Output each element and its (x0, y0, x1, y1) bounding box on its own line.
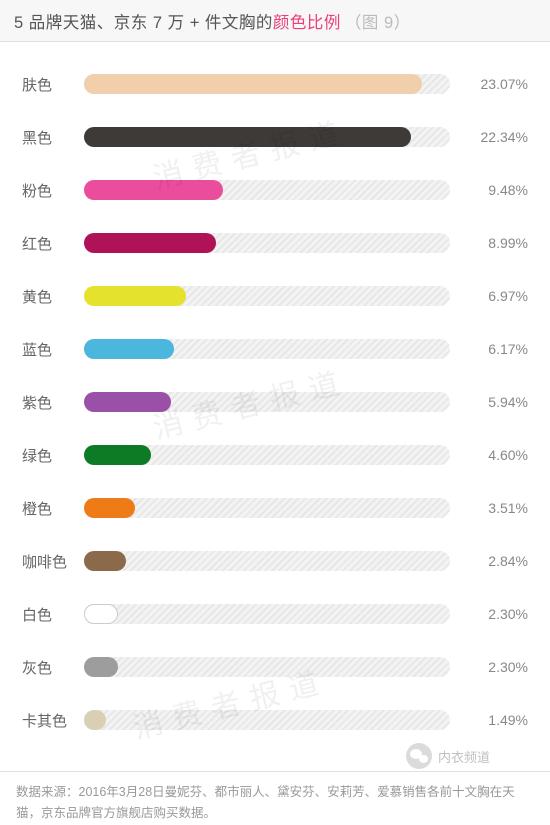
bar-fill (84, 233, 216, 253)
value-label: 23.07% (464, 76, 528, 92)
value-label: 9.48% (464, 182, 528, 198)
value-label: 3.51% (464, 500, 528, 516)
bar-track (84, 74, 450, 94)
bar-fill (84, 392, 171, 412)
title-pre: 5 品牌天猫、京东 7 万 + 件文胸的 (14, 9, 273, 33)
value-label: 2.30% (464, 659, 528, 675)
value-label: 4.60% (464, 447, 528, 463)
bar-row: 白色 2.30% (22, 594, 528, 634)
category-label: 蓝色 (22, 339, 84, 360)
bar-track (84, 445, 450, 465)
bar-fill (84, 604, 118, 624)
category-label: 红色 (22, 233, 84, 254)
category-label: 紫色 (22, 392, 84, 413)
category-label: 黑色 (22, 127, 84, 148)
bar-track (84, 127, 450, 147)
bar-fill (84, 498, 135, 518)
bar-track (84, 339, 450, 359)
category-label: 咖啡色 (22, 551, 84, 572)
bar-track (84, 286, 450, 306)
wechat-badge-text: 内衣频道 (438, 747, 490, 766)
bar-fill (84, 180, 223, 200)
wechat-icon (406, 743, 432, 769)
bar-row: 卡其色 1.49% (22, 700, 528, 740)
bar-track (84, 498, 450, 518)
bar-row: 灰色 2.30% (22, 647, 528, 687)
bar-fill (84, 445, 151, 465)
bar-track (84, 657, 450, 677)
bar-row: 黑色 22.34% (22, 117, 528, 157)
wechat-badge: 内衣频道 (406, 743, 490, 769)
bar-track (84, 180, 450, 200)
bar-fill (84, 657, 118, 677)
bar-fill (84, 127, 411, 147)
bar-track (84, 392, 450, 412)
title-bar: 5 品牌天猫、京东 7 万 + 件文胸的 颜色比例 （图 9） (0, 0, 550, 42)
bar-fill (84, 286, 186, 306)
bar-fill (84, 339, 174, 359)
bar-row: 紫色 5.94% (22, 382, 528, 422)
category-label: 黄色 (22, 286, 84, 307)
value-label: 8.99% (464, 235, 528, 251)
bar-track (84, 551, 450, 571)
bar-row: 粉色 9.48% (22, 170, 528, 210)
title-highlight: 颜色比例 (273, 9, 341, 33)
value-label: 1.49% (464, 712, 528, 728)
bar-fill (84, 74, 422, 94)
category-label: 橙色 (22, 498, 84, 519)
bar-row: 红色 8.99% (22, 223, 528, 263)
category-label: 卡其色 (22, 710, 84, 731)
category-label: 肤色 (22, 74, 84, 95)
bar-fill (84, 710, 106, 730)
bar-track (84, 233, 450, 253)
category-label: 灰色 (22, 657, 84, 678)
bar-row: 咖啡色 2.84% (22, 541, 528, 581)
category-label: 绿色 (22, 445, 84, 466)
value-label: 2.30% (464, 606, 528, 622)
value-label: 22.34% (464, 129, 528, 145)
value-label: 5.94% (464, 394, 528, 410)
bar-row: 蓝色 6.17% (22, 329, 528, 369)
bar-row: 橙色 3.51% (22, 488, 528, 528)
bar-row: 绿色 4.60% (22, 435, 528, 475)
bar-row: 黄色 6.97% (22, 276, 528, 316)
title-suffix: （图 9） (345, 9, 411, 33)
bar-row: 肤色 23.07% (22, 64, 528, 104)
category-label: 白色 (22, 604, 84, 625)
bar-fill (84, 551, 126, 571)
bar-track (84, 710, 450, 730)
value-label: 6.97% (464, 288, 528, 304)
value-label: 2.84% (464, 553, 528, 569)
color-ratio-chart: 肤色 23.07% 黑色 22.34% 粉色 9.48% 红色 8.99% 黄色 6.97% 蓝色 6… (0, 42, 550, 765)
bar-track (84, 604, 450, 624)
value-label: 6.17% (464, 341, 528, 357)
category-label: 粉色 (22, 180, 84, 201)
